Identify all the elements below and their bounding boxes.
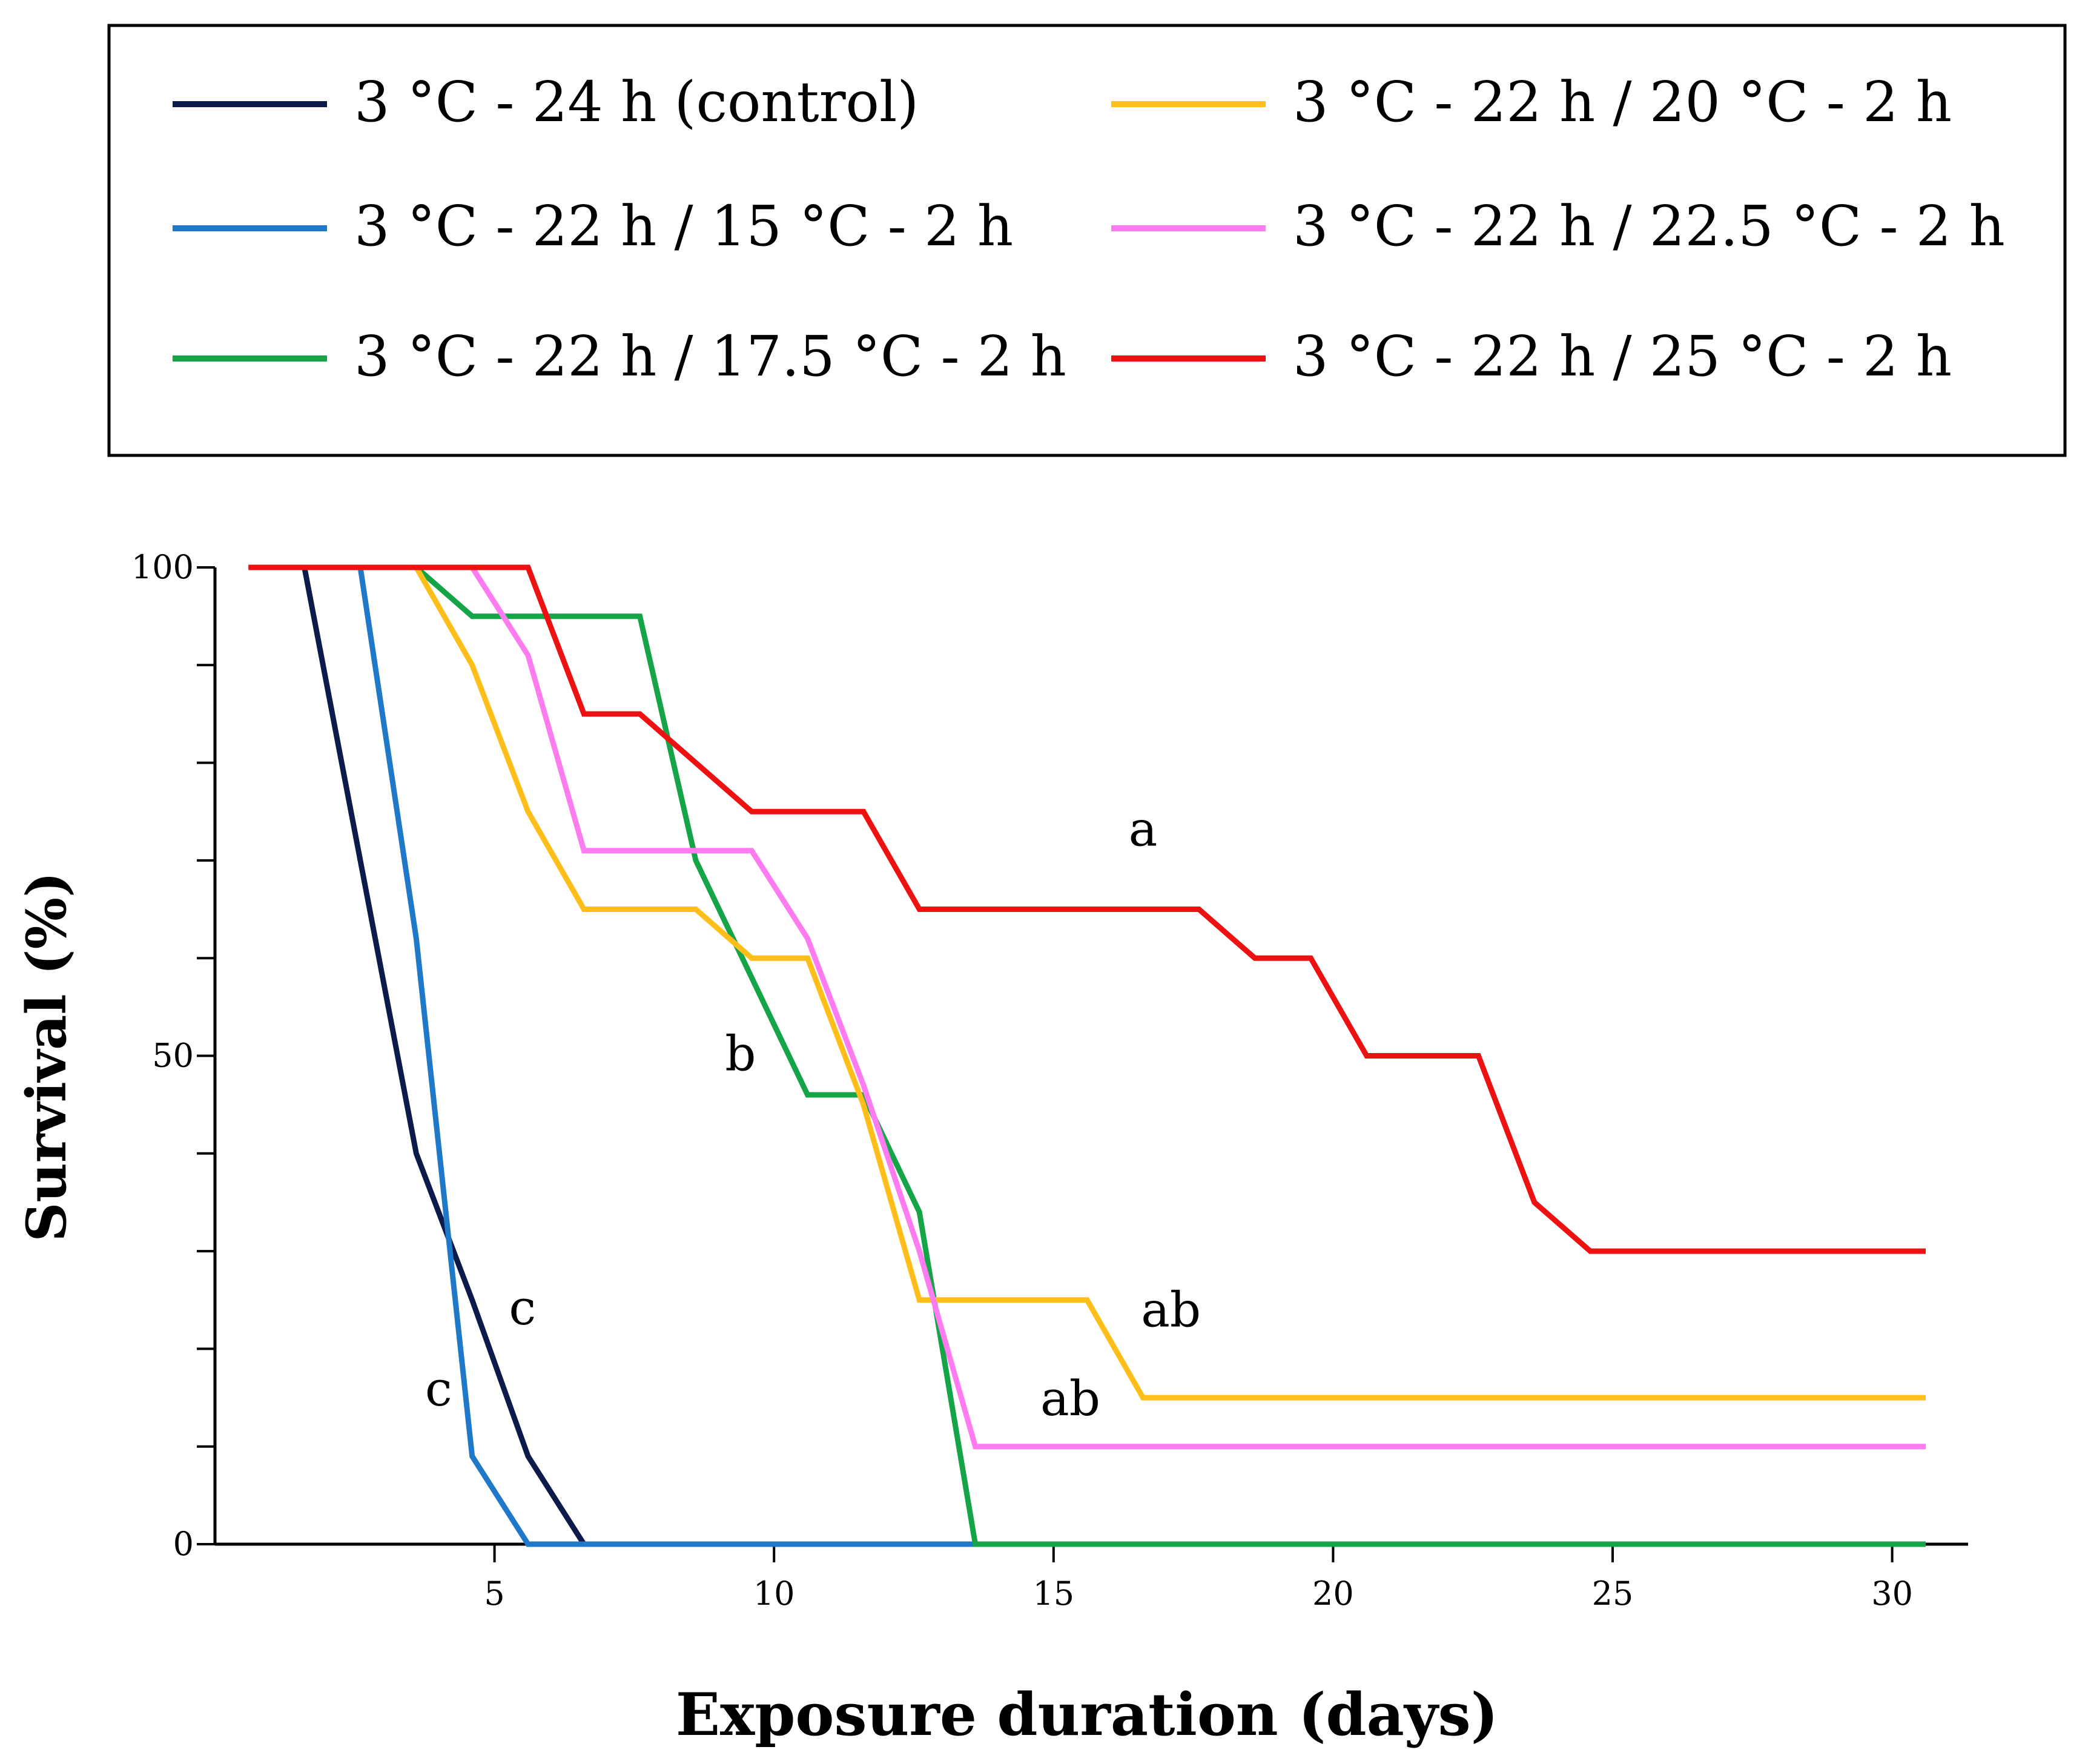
series-line-5 bbox=[248, 564, 1926, 1450]
x-tick-label: 5 bbox=[484, 1574, 504, 1613]
series-lines bbox=[248, 564, 1926, 1547]
legend-label-4: 3 °C - 22 h / 20 °C - 2 h bbox=[1293, 70, 1952, 134]
legend-label-1: 3 °C - 24 h (control) bbox=[354, 70, 919, 134]
series-line-4 bbox=[248, 564, 1926, 1401]
y-tick-label: 100 bbox=[131, 548, 194, 586]
legend: 3 °C - 24 h (control) 3 °C - 22 h / 15 °C… bbox=[107, 24, 2067, 457]
annotation-label: c bbox=[425, 1361, 452, 1417]
annotation-label: c bbox=[509, 1280, 536, 1336]
x-axis-title: Exposure duration (days) bbox=[676, 1680, 1498, 1749]
x-tick-label: 25 bbox=[1592, 1574, 1634, 1613]
legend-label-6: 3 °C - 22 h / 25 °C - 2 h bbox=[1293, 324, 1952, 389]
legend-label-5: 3 °C - 22 h / 22.5 °C - 2 h bbox=[1293, 194, 2005, 259]
series-line-6 bbox=[248, 564, 1926, 1254]
y-tick-label: 0 bbox=[173, 1525, 194, 1563]
y-axis-title: Survival (%) bbox=[15, 871, 79, 1241]
series-line-1 bbox=[248, 564, 1926, 1547]
annotation-label: ab bbox=[1040, 1370, 1100, 1427]
x-tick-label: 15 bbox=[1032, 1574, 1074, 1613]
annotation-label: b bbox=[725, 1026, 756, 1082]
x-tick-label: 20 bbox=[1312, 1574, 1354, 1613]
annotation-label: ab bbox=[1141, 1281, 1201, 1338]
series-line-3 bbox=[248, 564, 1926, 1547]
y-tick-label: 50 bbox=[152, 1037, 194, 1075]
x-tick-label: 30 bbox=[1871, 1574, 1913, 1613]
legend-label-3: 3 °C - 22 h / 17.5 °C - 2 h bbox=[354, 324, 1066, 389]
ticks: 0 50 100 5 10 15 20 25 30 bbox=[131, 548, 1913, 1613]
x-tick-label: 10 bbox=[753, 1574, 795, 1613]
legend-label-2: 3 °C - 22 h / 15 °C - 2 h bbox=[354, 194, 1013, 259]
legend-frame bbox=[107, 24, 2067, 457]
annotation-label: a bbox=[1129, 801, 1158, 857]
